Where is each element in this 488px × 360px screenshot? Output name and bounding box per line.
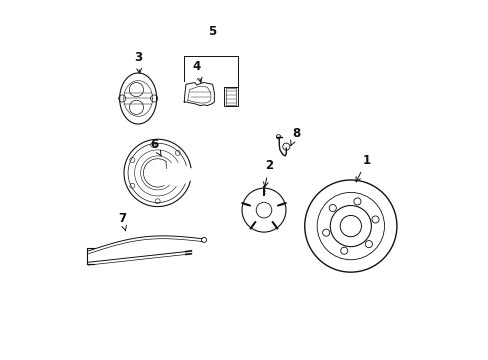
Bar [225, 88, 236, 105]
Bar [224, 87, 237, 107]
Text: 1: 1 [355, 154, 370, 182]
Text: 8: 8 [290, 127, 300, 146]
Text: 3: 3 [134, 51, 142, 73]
Text: 6: 6 [150, 138, 161, 156]
Text: 2: 2 [263, 159, 273, 187]
Text: 4: 4 [192, 60, 202, 82]
Circle shape [304, 180, 396, 272]
Text: 7: 7 [118, 212, 126, 231]
Text: 5: 5 [208, 24, 216, 38]
